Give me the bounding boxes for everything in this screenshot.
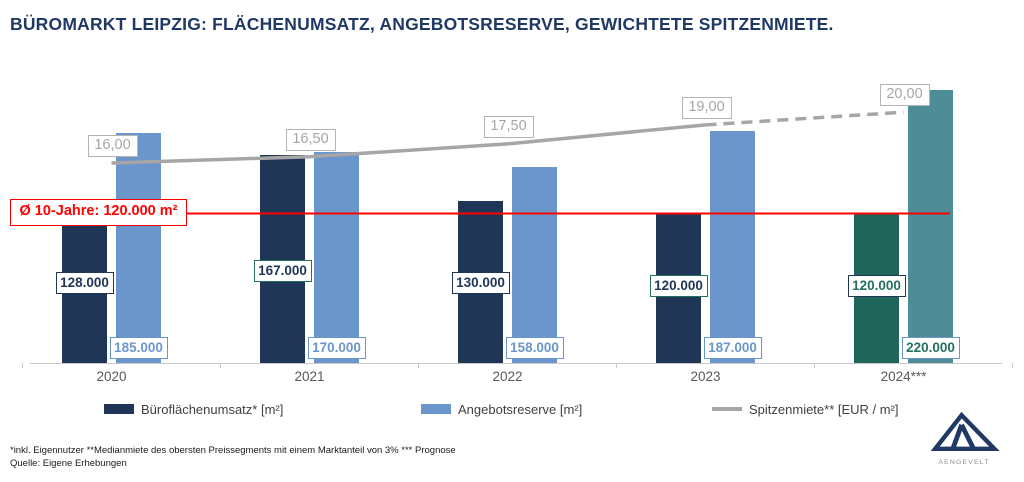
spitzenmiete-line-dashed <box>705 110 904 127</box>
x-axis-tick <box>813 363 815 368</box>
x-axis-label: 2021 <box>294 369 325 384</box>
average-line-label: Ø 10-Jahre: 120.000 m² <box>10 199 187 226</box>
value-label-bueroflaechenumsatz: 120.000 <box>649 275 708 297</box>
footnotes: *inkl. Eigennutzer **Medianmiete des obe… <box>10 444 456 470</box>
bar-angebotsreserve-2024*** <box>908 89 953 363</box>
spitzenmiete-label: 16,50 <box>285 128 336 151</box>
x-axis-label: 2022 <box>492 369 523 384</box>
x-axis-label: 2024*** <box>880 369 927 384</box>
navy-bar-swatch-icon <box>104 404 134 414</box>
x-axis-label: 2020 <box>96 369 127 384</box>
legend-item-angebotsreserve: Angebotsreserve [m²] <box>421 399 582 419</box>
x-axis-tick <box>1011 363 1013 368</box>
bar-angebotsreserve-2023 <box>710 130 755 363</box>
value-label-angebotsreserve: 220.000 <box>901 337 960 359</box>
spitzenmiete-label: 20,00 <box>879 84 930 107</box>
value-label-bueroflaechenumsatz: 130.000 <box>451 272 510 294</box>
legend: Büroflächenumsatz* [m²] Angebotsreserve … <box>0 399 1024 421</box>
lightblue-bar-swatch-icon <box>421 404 451 414</box>
value-label-angebotsreserve: 158.000 <box>505 337 564 359</box>
value-label-angebotsreserve: 187.000 <box>703 337 762 359</box>
aengevelt-logo-icon <box>930 411 1000 451</box>
value-label-angebotsreserve: 170.000 <box>307 337 366 359</box>
value-label-angebotsreserve: 185.000 <box>109 337 168 359</box>
legend-label: Spitzenmiete** [EUR / m²] <box>749 401 899 417</box>
footnote-line-1: *inkl. Eigennutzer **Medianmiete des obe… <box>10 445 456 456</box>
footnote-line-2: Quelle: Eigene Erhebungen <box>10 458 127 469</box>
bar-bueroflaechenumsatz-2021 <box>260 155 305 363</box>
x-axis-tick <box>615 363 617 368</box>
x-axis-label: 2023 <box>690 369 721 384</box>
x-axis-tick <box>219 363 221 368</box>
bar-angebotsreserve-2021 <box>314 151 359 363</box>
bar-angebotsreserve-2022 <box>512 166 557 363</box>
bar-angebotsreserve-2020 <box>116 133 161 363</box>
value-label-bueroflaechenumsatz: 167.000 <box>253 260 312 282</box>
x-axis-tick <box>21 363 23 368</box>
value-label-bueroflaechenumsatz: 128.000 <box>55 272 114 294</box>
x-axis <box>30 363 1002 364</box>
spitzenmiete-label: 17,50 <box>483 115 534 138</box>
value-label-bueroflaechenumsatz: 120.000 <box>847 275 906 297</box>
spitzenmiete-label: 16,00 <box>87 135 138 157</box>
legend-item-spitzenmiete: Spitzenmiete** [EUR / m²] <box>712 399 899 419</box>
legend-item-bueroflaechenumsatz: Büroflächenumsatz* [m²] <box>104 399 283 419</box>
spitzenmiete-line-solid <box>111 123 706 165</box>
x-axis-tick <box>417 363 419 368</box>
legend-label: Angebotsreserve [m²] <box>458 401 583 417</box>
spitzenmiete-label: 19,00 <box>681 96 732 119</box>
legend-label: Büroflächenumsatz* [m²] <box>141 401 284 417</box>
company-logo: AENGEVELT <box>924 411 1004 466</box>
grey-line-swatch-icon <box>712 407 742 411</box>
chart-title: BÜROMARKT LEIPZIG: FLÄCHENUMSATZ, ANGEBO… <box>10 14 834 34</box>
logo-wordmark: AENGEVELT <box>938 459 990 466</box>
